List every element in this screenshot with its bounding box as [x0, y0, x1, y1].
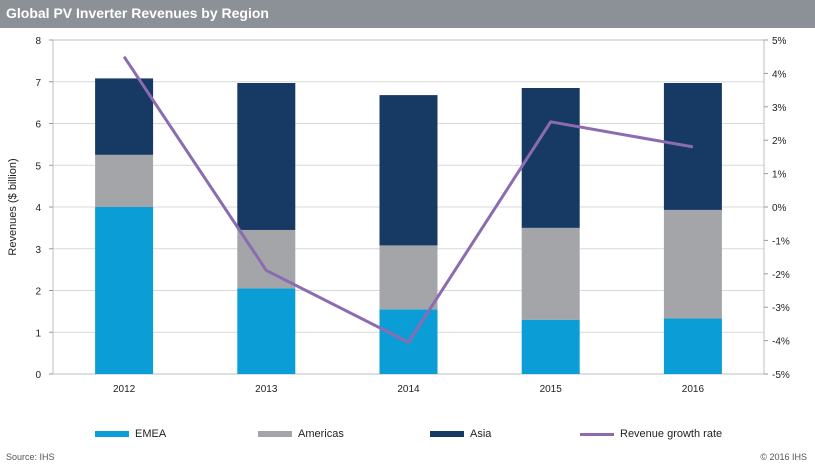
x-tick-label: 2014 [397, 384, 420, 395]
bar-americas [521, 227, 580, 320]
chart-title: Global PV Inverter Revenues by Region [6, 5, 269, 21]
legend-label-emea: EMEA [135, 428, 167, 440]
y2-tick-label: 1% [772, 170, 787, 181]
x-tick-label: 2013 [255, 384, 278, 395]
y-tick-label: 4 [35, 203, 41, 214]
legend-line-growth [580, 432, 614, 436]
legend-label-asia: Asia [470, 428, 492, 440]
legend-item-growth: Revenue growth rate [580, 428, 722, 440]
legend-swatch-emea [95, 431, 129, 437]
legend-item-americas: Americas [258, 428, 344, 440]
bar-americas [95, 154, 154, 207]
y-tick-label: 3 [35, 245, 41, 256]
growth-rate-line [122, 55, 694, 344]
y2-tick-label: -2% [772, 270, 790, 281]
legend-swatch-americas [258, 431, 292, 437]
bar-asia [95, 78, 154, 155]
y-tick-label: 2 [35, 287, 41, 298]
legend-item-asia: Asia [430, 428, 491, 440]
bar-asia [521, 88, 580, 228]
copyright-text: © 2016 IHS [760, 452, 807, 462]
bar-asia [237, 83, 296, 230]
y-tick-label: 7 [35, 78, 41, 89]
legend: EMEA Americas Asia Revenue growth rate [0, 428, 815, 444]
y2-tick-label: 3% [772, 103, 787, 114]
legend-item-emea: EMEA [95, 428, 166, 440]
y2-tick-label: 0% [772, 203, 787, 214]
legend-swatch-asia [430, 431, 464, 437]
y2-tick-label: -1% [772, 236, 790, 247]
legend-label-americas: Americas [298, 428, 344, 440]
bar-emea [95, 207, 154, 374]
chart: 0 1 2 3 4 5 6 7 8 -5% -4% -3% -2% -1% 0% 1% 2% 3% 4% 5% Reve… [7, 36, 790, 395]
x-tick-label: 2015 [540, 384, 563, 395]
bar-americas [663, 209, 722, 319]
y-tick-label: 8 [35, 36, 41, 47]
y2-tick-label: -3% [772, 303, 790, 314]
source-text: Source: IHS [6, 452, 55, 462]
y-axis-label: Revenues ($ billion) [7, 158, 19, 255]
bar-asia [379, 95, 438, 246]
x-tick-label: 2012 [113, 384, 136, 395]
bar-emea [663, 318, 722, 374]
y2-tick-label: 4% [772, 69, 787, 80]
y-tick-label: 5 [35, 161, 41, 172]
y-tick-label: 1 [35, 328, 41, 339]
bar-americas [379, 245, 438, 310]
title-bar: Global PV Inverter Revenues by Region [0, 0, 815, 28]
y-tick-label: 6 [35, 120, 41, 131]
x-tick-label: 2016 [682, 384, 705, 395]
bar-emea [521, 319, 580, 374]
y2-tick-label: 5% [772, 36, 787, 47]
y2-tick-label: 2% [772, 136, 787, 147]
footer: Source: IHS © 2016 IHS [0, 452, 815, 472]
bar-emea [237, 288, 296, 374]
y2-tick-label: -5% [772, 370, 790, 381]
legend-label-growth: Revenue growth rate [620, 428, 723, 440]
y2-tick-label: -4% [772, 337, 790, 348]
y-tick-label: 0 [35, 370, 41, 381]
